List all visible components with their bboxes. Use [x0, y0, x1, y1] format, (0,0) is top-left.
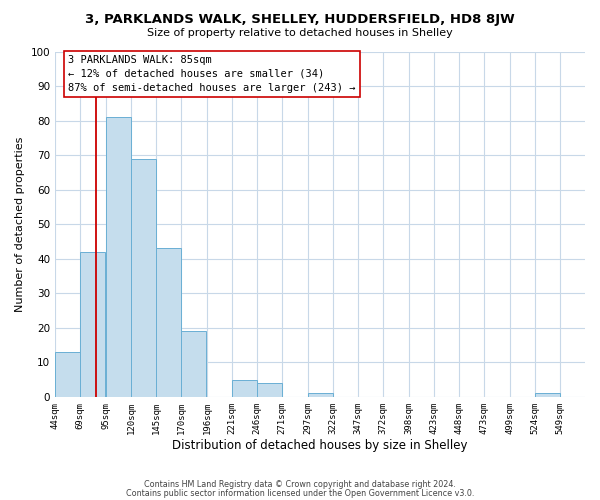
Bar — [535, 394, 560, 397]
Bar — [106, 117, 131, 397]
Text: Contains public sector information licensed under the Open Government Licence v3: Contains public sector information licen… — [126, 490, 474, 498]
Bar — [131, 158, 156, 397]
Bar — [232, 380, 257, 397]
Bar — [156, 248, 181, 397]
Bar — [80, 252, 105, 397]
Bar — [55, 352, 80, 397]
Text: Size of property relative to detached houses in Shelley: Size of property relative to detached ho… — [147, 28, 453, 38]
Text: 3, PARKLANDS WALK, SHELLEY, HUDDERSFIELD, HD8 8JW: 3, PARKLANDS WALK, SHELLEY, HUDDERSFIELD… — [85, 12, 515, 26]
Bar — [257, 383, 282, 397]
Text: Contains HM Land Registry data © Crown copyright and database right 2024.: Contains HM Land Registry data © Crown c… — [144, 480, 456, 489]
X-axis label: Distribution of detached houses by size in Shelley: Distribution of detached houses by size … — [172, 440, 468, 452]
Y-axis label: Number of detached properties: Number of detached properties — [15, 136, 25, 312]
Bar — [308, 394, 333, 397]
Bar — [181, 331, 206, 397]
Text: 3 PARKLANDS WALK: 85sqm
← 12% of detached houses are smaller (34)
87% of semi-de: 3 PARKLANDS WALK: 85sqm ← 12% of detache… — [68, 55, 356, 93]
